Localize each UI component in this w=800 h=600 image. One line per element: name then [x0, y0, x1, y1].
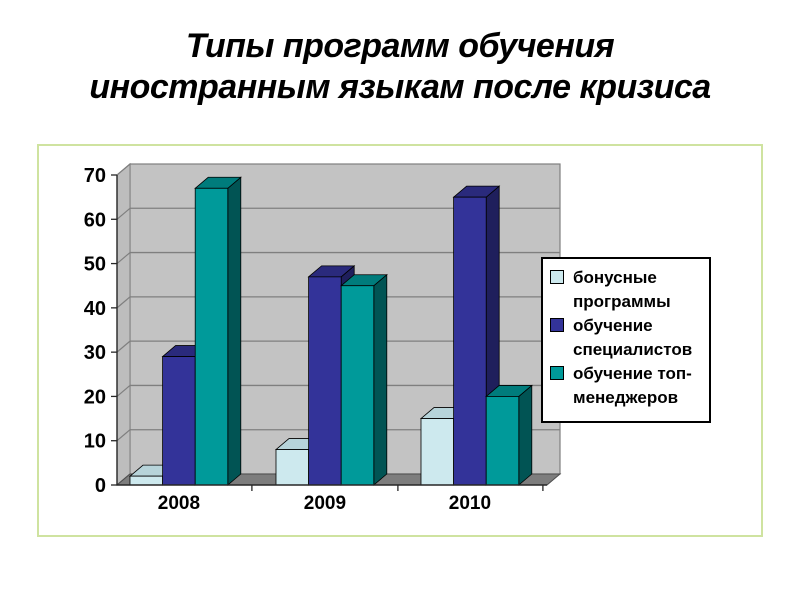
bar-2010-s2 [485, 396, 520, 486]
chart-title-line2: иностранным языкам после кризиса [89, 68, 711, 106]
x-category-label-2008: 2008 [158, 493, 200, 514]
plot-3d: 0 10 20 30 40 50 60 70 2008 2009 2010 [84, 162, 562, 514]
bar-2008-s1 [162, 356, 196, 486]
left-wall-tick-40 [116, 296, 131, 309]
y-tick-label-70: 70 [84, 165, 106, 187]
plot-left-wall [116, 162, 131, 487]
bar-side-2008-s2 [227, 176, 242, 486]
bar-2008-s2 [194, 187, 229, 486]
bar-2009-s1 [308, 276, 342, 486]
left-wall-tick-50 [116, 252, 131, 265]
x-category-label-2009: 2009 [304, 493, 346, 514]
legend: бонусные программы обучение специалистов… [541, 257, 711, 423]
bar-2009-s2 [340, 285, 375, 486]
y-tick-label-30: 30 [84, 342, 106, 364]
bar-side-2010-s2 [518, 384, 533, 486]
y-tick-label-40: 40 [84, 298, 106, 320]
bar-2010-s1 [453, 196, 487, 486]
left-wall-tick-30 [116, 340, 131, 353]
left-wall-tick-10 [116, 429, 131, 442]
left-wall-tick-20 [116, 384, 131, 397]
left-wall-tick-60 [116, 207, 131, 220]
legend-swatch [550, 270, 564, 284]
legend-swatch [550, 318, 564, 332]
legend-label: бонусные программы [573, 268, 671, 311]
x-category-label-2010: 2010 [449, 493, 491, 514]
legend-item: бонусные программы [550, 266, 705, 314]
legend-swatch [550, 366, 564, 380]
y-tick-label-60: 60 [84, 209, 106, 231]
bar-2010-s0 [420, 418, 454, 486]
bar-2009-s0 [275, 449, 309, 486]
y-tick-label-10: 10 [84, 431, 106, 453]
left-wall-tick-70 [116, 163, 131, 176]
y-tick-label-0: 0 [95, 475, 106, 497]
chart-area: 0 10 20 30 40 50 60 70 2008 2009 2010 бонусные про… [37, 144, 763, 537]
bar-2008-s0 [129, 475, 163, 486]
y-tick-label-50: 50 [84, 254, 106, 276]
bar-side-2009-s2 [373, 273, 388, 486]
chart-title: Типы программ обучения иностранным языка… [0, 26, 800, 108]
legend-item: обучение топ-менеджеров [550, 362, 705, 410]
y-tick-label-20: 20 [84, 386, 106, 408]
chart-title-line1: Типы программ обучения [185, 27, 615, 65]
legend-label: обучение специалистов [573, 316, 693, 359]
legend-label: обучение топ-менеджеров [573, 364, 692, 407]
legend-item: обучение специалистов [550, 314, 705, 362]
